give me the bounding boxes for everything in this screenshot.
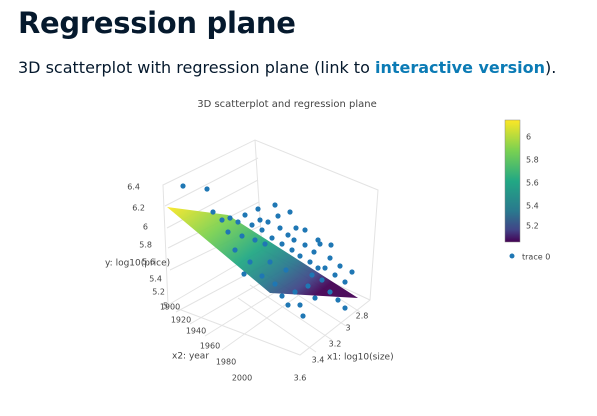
x2-tick-label: 1900: [160, 303, 180, 312]
y-tick-label: 5.2: [152, 288, 165, 297]
colorbar-tick-label: 6: [526, 133, 531, 142]
colorbar-tick-label: 5.2: [526, 222, 539, 231]
y-tick-label: 5.6: [142, 258, 155, 267]
subtitle-text: 3D scatterplot with regression plane (li…: [18, 58, 375, 77]
x1-tick-label: 3: [345, 324, 350, 333]
y-tick-label: 5.4: [149, 275, 162, 284]
y-axis-label: y: log10(price): [105, 259, 170, 269]
x1-tick-label: 2.8: [356, 312, 369, 321]
colorbar-tick-label: 5.8: [526, 156, 539, 165]
y-tick-label: 6.2: [132, 204, 145, 213]
x1-tick-label: 3.4: [312, 356, 325, 365]
x2-tick-label: 1980: [216, 358, 236, 367]
y-tick-label: 6.4: [127, 183, 140, 192]
legend-marker: [509, 253, 515, 259]
colorbar-tick-label: 5.6: [526, 179, 539, 188]
x2-tick-label: 1960: [200, 342, 220, 351]
y-tick-label: 5: [163, 302, 168, 311]
colorbar-tick-label: 5.4: [526, 202, 539, 211]
colorbar: [504, 119, 521, 243]
plot-title: 3D scatterplot and regression plane: [197, 99, 377, 110]
subtitle-end: ).: [545, 58, 557, 77]
x1-tick-label: 3.6: [294, 374, 307, 383]
y-tick-label: 6: [143, 223, 148, 232]
y-tick-label: 5.8: [139, 241, 152, 250]
points: [180, 183, 355, 319]
x2-tick-label: 1940: [186, 327, 206, 336]
subtitle: 3D scatterplot with regression plane (li…: [18, 58, 556, 77]
x2-tick-label: 2000: [232, 374, 252, 383]
x2-axis-label: x2: year: [172, 352, 209, 362]
x2-tick-label: 1920: [171, 316, 191, 325]
x1-tick-label: 3.2: [329, 340, 342, 349]
interactive-link[interactable]: interactive version: [374, 58, 546, 77]
x1-axis-label: x1: log10(size): [327, 353, 394, 363]
legend-label: trace 0: [522, 253, 550, 262]
heading: Regression plane: [18, 6, 296, 40]
